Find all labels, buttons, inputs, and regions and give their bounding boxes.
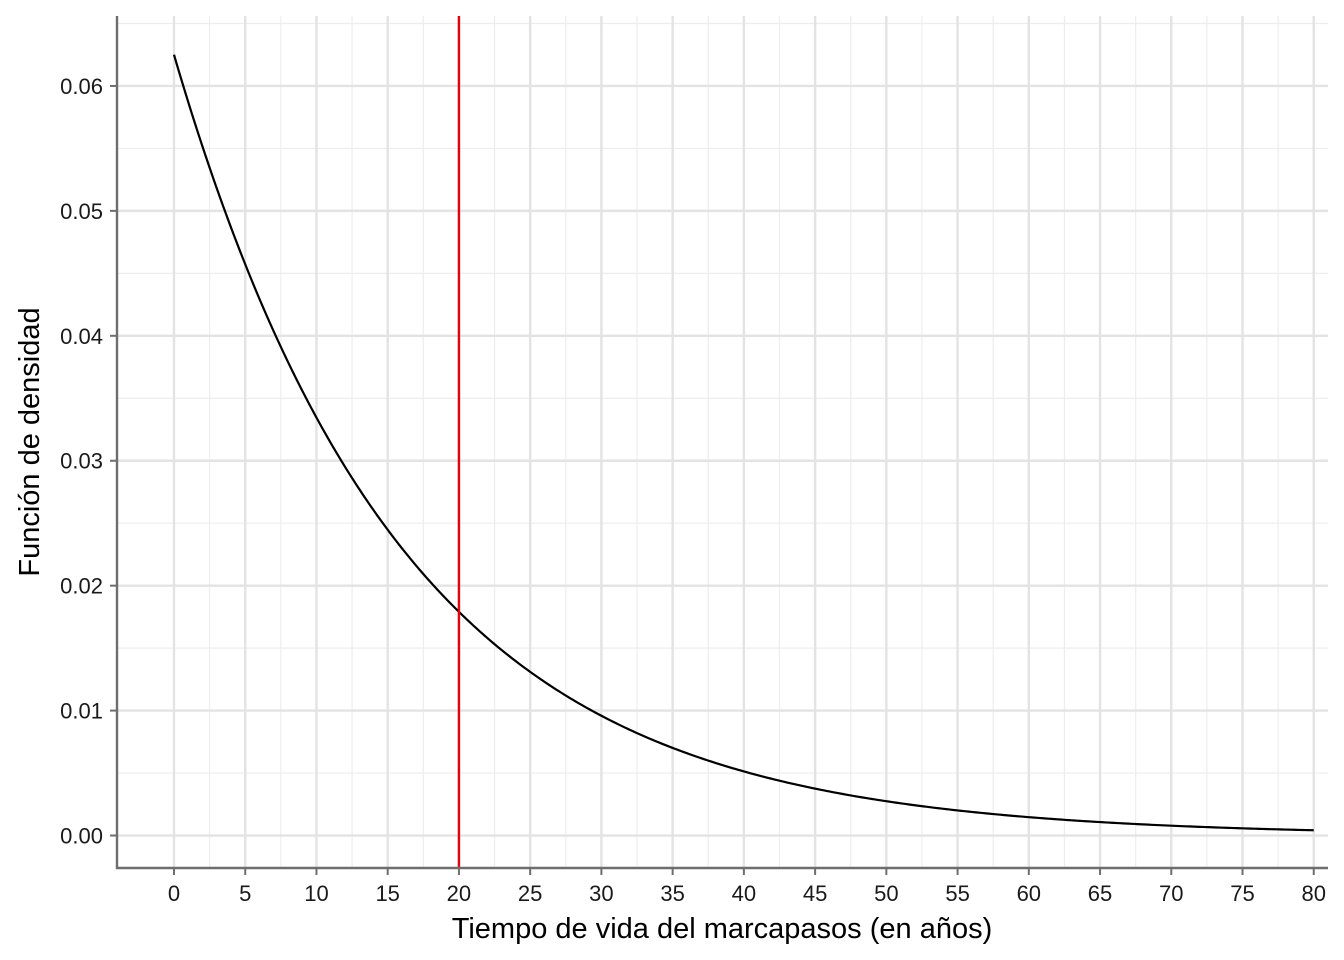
y-tick-label: 0.03 (60, 449, 103, 474)
x-tick-label: 45 (803, 881, 827, 906)
y-tick-label: 0.05 (60, 199, 103, 224)
x-tick-label: 70 (1159, 881, 1183, 906)
x-tick-label: 30 (589, 881, 613, 906)
y-tick-label: 0.02 (60, 574, 103, 599)
x-tick-label: 75 (1230, 881, 1254, 906)
axes (110, 16, 1328, 875)
y-tick-label: 0.01 (60, 699, 103, 724)
density-curve (172, 54, 1314, 832)
y-tick-labels: 0.00 0.01 0.02 0.03 0.04 0.05 0.06 (60, 74, 103, 849)
x-tick-label: 65 (1088, 881, 1112, 906)
y-axis-title: Función de densidad (14, 307, 46, 576)
x-tick-label: 60 (1017, 881, 1041, 906)
y-tick-label: 0.00 (60, 824, 103, 849)
x-tick-label: 35 (660, 881, 684, 906)
x-tick-label: 40 (732, 881, 756, 906)
x-tick-label: 55 (945, 881, 969, 906)
y-tick-label: 0.06 (60, 74, 103, 99)
x-tick-label: 0 (168, 881, 180, 906)
x-tick-label: 50 (874, 881, 898, 906)
x-axis-title: Tiempo de vida del marcapasos (en años) (452, 913, 993, 945)
x-tick-labels: 0 5 10 15 20 25 30 35 40 45 50 55 60 65 70 75 80 (168, 881, 1326, 906)
series-layer (172, 54, 1314, 832)
minor-gridlines (117, 16, 1328, 868)
x-tick-label: 80 (1302, 881, 1326, 906)
y-tick-label: 0.04 (60, 324, 103, 349)
x-tick-label: 10 (304, 881, 328, 906)
major-gridlines (117, 16, 1328, 868)
x-tick-label: 25 (518, 881, 542, 906)
x-tick-label: 20 (447, 881, 471, 906)
x-tick-label: 5 (239, 881, 251, 906)
x-tick-label: 15 (375, 881, 399, 906)
